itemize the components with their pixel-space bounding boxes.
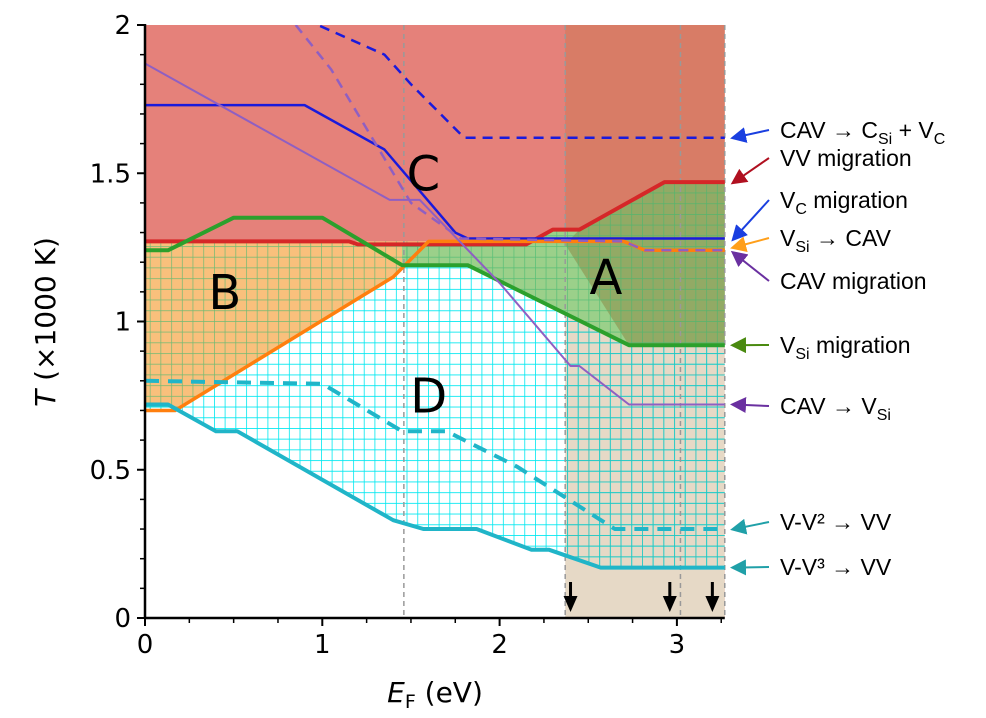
annotation-7: V-V² → VV (730, 509, 892, 535)
series-line-6 (145, 62, 725, 406)
annotation-label: V-V² → VV (780, 509, 892, 535)
annotation-1: VV migration (730, 145, 912, 185)
y-tick-label-4: 2 (114, 11, 131, 41)
annotation-label: VSi migration (780, 332, 911, 363)
series-line-7 (145, 378, 725, 531)
down-arrow-icon-1 (662, 582, 677, 612)
y-tick-label-2: 1 (114, 308, 131, 338)
annotation-arrow-icon (730, 236, 770, 252)
region-d-hatch-tan (565, 313, 725, 568)
region-label-c: C (407, 146, 441, 202)
annotation-label: VV migration (780, 145, 912, 171)
annotation-label: CAV → CSi + VC (780, 117, 945, 148)
annotation-label: VSi → CAV (780, 225, 892, 256)
down-arrows (563, 582, 720, 612)
x-tick-label-0: 0 (137, 630, 154, 660)
annotation-2: VC migration (731, 187, 908, 242)
region-label-b: B (208, 265, 241, 321)
annotation-3: VSi → CAV (730, 225, 892, 256)
annotation-label: V-V³ → VV (780, 554, 892, 580)
annotation-label: CAV → VSi (780, 393, 891, 424)
y-axis-title: T (×1000 K) (29, 237, 62, 407)
down-arrow-icon-2 (705, 582, 720, 612)
annotation-5: VSi migration (730, 332, 911, 363)
series-layer (145, 25, 725, 570)
region-label-a: A (590, 250, 623, 306)
annotation-arrow-icon (730, 157, 770, 185)
down-arrow-icon-0 (563, 582, 578, 612)
axes: 0 0.5 1 1.5 2 0 1 2 3 (90, 11, 725, 660)
annotation-0: CAV → CSi + VC (730, 117, 945, 148)
annotation-arrow-icon (730, 559, 770, 576)
y-tick-label-0: 0 (114, 604, 131, 634)
x-tick-label-3: 3 (669, 630, 686, 660)
annotation-8: V-V³ → VV (730, 554, 892, 580)
series-line-0 (314, 25, 725, 139)
y-tick-label-1: 0.5 (90, 456, 131, 486)
annotation-arrow-icon (731, 199, 770, 242)
series-line-5 (145, 215, 725, 348)
region-labels: C A B D (208, 146, 622, 424)
y-tick-label-3: 1.5 (90, 159, 131, 189)
x-tick-label-1: 1 (314, 630, 331, 660)
annotation-4: CAV migration (730, 250, 927, 294)
annotation-label: CAV migration (780, 268, 927, 294)
annotation-arrow-icon (730, 250, 770, 282)
annotation-arrow-icon (730, 397, 770, 414)
region-a-hatch (357, 182, 725, 346)
region-label-d: D (410, 369, 447, 425)
annotation-6: CAV → VSi (730, 393, 891, 424)
annotation-arrow-icon (730, 127, 770, 143)
annotation-arrow-icon (730, 518, 770, 535)
x-axis-title: EF (eV) (387, 676, 483, 713)
x-tick-label-2: 2 (491, 630, 508, 660)
annotation-label: VC migration (780, 187, 908, 218)
series-line-8 (145, 402, 725, 570)
series-line-4 (294, 25, 725, 252)
series-line-1 (145, 180, 725, 247)
region-b-hatch (145, 241, 429, 411)
